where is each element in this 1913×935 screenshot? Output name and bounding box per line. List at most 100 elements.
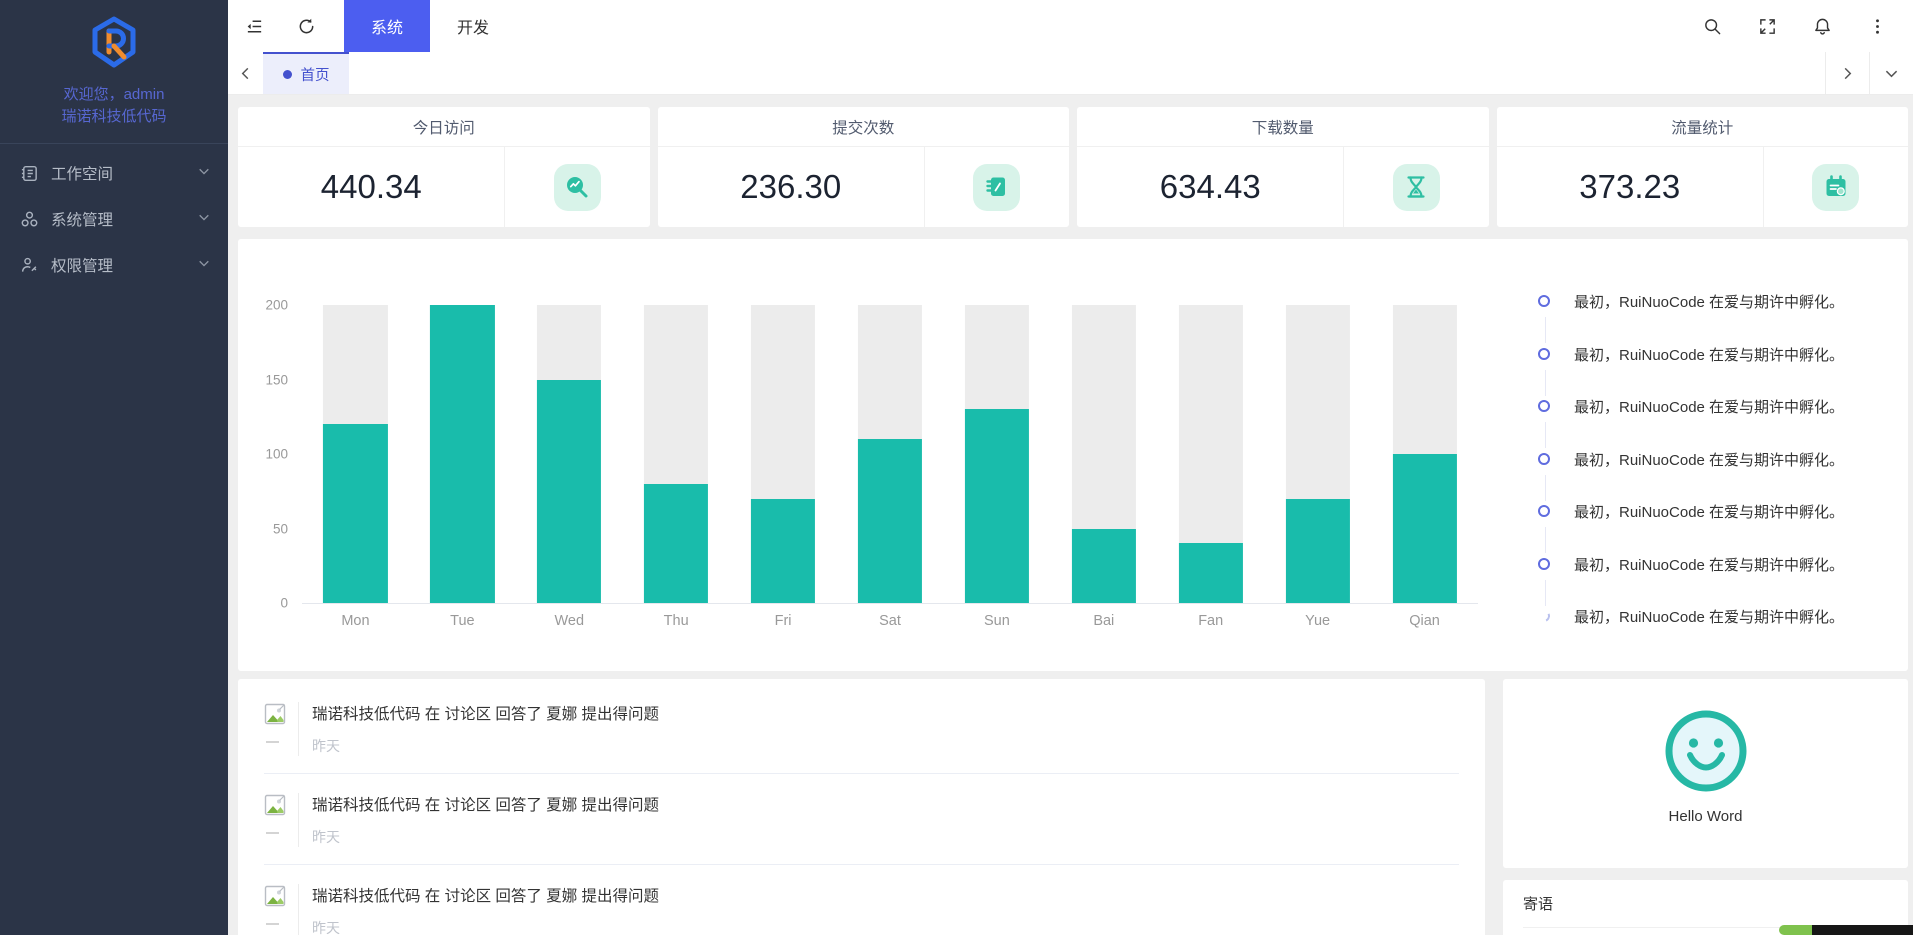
chart-slot <box>1157 305 1264 603</box>
fullscreen-icon <box>1760 18 1775 34</box>
timeline-item-text: 最初，RuiNuoCode 在爱与期许中孵化。 <box>1574 609 1845 626</box>
greeting-card: Hello Word <box>1503 679 1908 868</box>
chevron-down-icon <box>198 256 210 274</box>
message-panel-title: 寄语 <box>1523 880 1888 928</box>
stats-row: 今日访问 440.34 提交次数 236.30 下载数量 634.43 流量统计 373.23 <box>238 107 1908 227</box>
stat-card-value: 634.43 <box>1077 147 1345 227</box>
stat-card-2: 下载数量 634.43 <box>1077 107 1489 227</box>
nav-tab-0[interactable]: 系统 <box>344 0 431 52</box>
stat-card-iconwrap <box>505 147 649 227</box>
trend-search-icon <box>553 163 601 211</box>
notebook-icon <box>973 163 1021 211</box>
chart-slot <box>409 305 516 603</box>
stat-card-value: 373.23 <box>1497 147 1764 227</box>
fullscreen-button[interactable] <box>1740 0 1795 52</box>
chart-slot <box>302 305 409 603</box>
tabs-menu-button[interactable] <box>1869 52 1913 94</box>
timeline-node-icon <box>1538 505 1550 517</box>
timeline-item-text: 最初，RuiNuoCode 在爱与期许中孵化。 <box>1574 451 1845 469</box>
bell-icon <box>1815 18 1830 35</box>
stat-card-iconwrap <box>1344 147 1488 227</box>
tabs-scroll-left-button[interactable] <box>228 52 263 94</box>
search-button[interactable] <box>1685 0 1740 52</box>
x-tick-label: Wed <box>554 613 585 629</box>
activity-text: 瑞诺科技低代码 在 讨论区 回答了 夏娜 提出得问题 <box>312 888 660 905</box>
bar <box>1285 498 1350 603</box>
stat-card-body: 634.43 <box>1077 147 1489 227</box>
activity-body: 瑞诺科技低代码 在 讨论区 回答了 夏娜 提出得问题 昨天 <box>298 793 659 847</box>
sidebar-item-label: 工作空间 <box>51 166 114 183</box>
timeline-node-icon <box>1538 557 1550 570</box>
y-tick-label: 100 <box>265 446 288 462</box>
chart-slot <box>1371 305 1478 603</box>
menu-collapse-button[interactable] <box>228 0 280 52</box>
chart-panel: 0 50 100 150 200 Mon Tue Wed Thu Fri Sat Sun Bai Fan… <box>238 239 1908 671</box>
nav-tab-1[interactable]: 开发 <box>457 20 490 37</box>
bar <box>964 409 1029 603</box>
activity-text: 瑞诺科技低代码 在 讨论区 回答了 夏娜 提出得问题 <box>312 797 660 814</box>
broken-image-icon <box>264 794 298 821</box>
tab-home-label: 首页 <box>300 67 330 84</box>
hourglass-icon <box>1392 163 1440 211</box>
chart-slot <box>516 305 623 603</box>
stat-card-title: 今日访问 <box>238 107 650 147</box>
sidebar-item-label: 权限管理 <box>51 258 114 275</box>
chart-slot <box>943 305 1050 603</box>
sidebar-item-permission[interactable]: 权限管理 <box>0 242 228 288</box>
corner-green-widget <box>1779 925 1812 935</box>
stat-card-title: 下载数量 <box>1077 107 1489 147</box>
chart-slot <box>623 305 730 603</box>
y-tick-label: 50 <box>272 521 288 536</box>
stat-card-iconwrap <box>925 147 1069 227</box>
tab-home[interactable]: 首页 <box>263 52 349 94</box>
bar-chart: 0 50 100 150 200 Mon Tue Wed Thu Fri Sat Sun Bai Fan… <box>238 239 1508 671</box>
bar <box>1178 543 1243 603</box>
workspace-icon <box>20 164 51 183</box>
page-tabs-bar: 首页 <box>228 52 1913 95</box>
x-tick-label: Bai <box>1093 613 1115 629</box>
x-tick-label: Mon <box>341 613 370 629</box>
x-tick-label: Thu <box>663 613 689 629</box>
timeline-item-text: 最初，RuiNuoCode 在爱与期许中孵化。 <box>1574 504 1845 521</box>
timeline-node-icon <box>1536 608 1552 624</box>
activity-text: 瑞诺科技低代码 在 讨论区 回答了 夏娜 提出得问题 <box>312 706 660 723</box>
more-button[interactable] <box>1850 0 1905 52</box>
header-actions <box>1685 0 1913 52</box>
x-tick-label: Yue <box>1305 613 1331 629</box>
search-icon <box>1705 18 1721 34</box>
timeline-item: 最初，RuiNuoCode 在爱与期许中孵化。 <box>1538 347 1898 401</box>
x-tick-label: Fan <box>1198 613 1224 629</box>
x-axis-line <box>302 603 1478 604</box>
refresh-icon <box>299 18 313 33</box>
timeline-node-icon <box>1538 452 1550 465</box>
more-icon <box>1876 18 1879 34</box>
welcome-user: 欢迎您，admin <box>63 86 165 103</box>
bar <box>537 379 602 603</box>
corner-black-widget <box>1812 925 1913 935</box>
sidebar-item-workspace[interactable]: 工作空间 <box>0 150 228 196</box>
sidebar-item-system[interactable]: 系统管理 <box>0 196 228 242</box>
sidebar: 欢迎您，admin 瑞诺科技低代码 工作空间 系统管理 权限管理 <box>0 0 228 935</box>
x-tick-label: Sat <box>879 613 901 629</box>
chevron-down-icon <box>198 164 210 182</box>
activity-dash <box>266 832 279 834</box>
activity-time: 昨天 <box>312 738 340 754</box>
chevron-right-icon <box>1844 67 1852 79</box>
activity-body: 瑞诺科技低代码 在 讨论区 回答了 夏娜 提出得问题 昨天 <box>298 702 659 756</box>
activity-time: 昨天 <box>312 920 340 935</box>
timeline-item-text: 最初，RuiNuoCode 在爱与期许中孵化。 <box>1574 399 1845 416</box>
chart-slot <box>1050 305 1157 603</box>
activity-body: 瑞诺科技低代码 在 讨论区 回答了 夏娜 提出得问题 昨天 <box>298 884 659 935</box>
broken-image-icon <box>264 885 298 912</box>
notifications-button[interactable] <box>1795 0 1850 52</box>
bar <box>751 498 816 603</box>
refresh-button[interactable] <box>280 0 332 52</box>
bar <box>323 424 388 603</box>
stat-card-0: 今日访问 440.34 <box>238 107 650 227</box>
tabs-scroll-right-button[interactable] <box>1825 52 1869 94</box>
top-header: 系统 开发 <box>228 0 1913 52</box>
bar <box>1392 454 1457 603</box>
right-column: Hello Word 寄语 <box>1503 679 1908 935</box>
system-icon <box>20 210 51 229</box>
stat-card-iconwrap <box>1764 147 1908 227</box>
